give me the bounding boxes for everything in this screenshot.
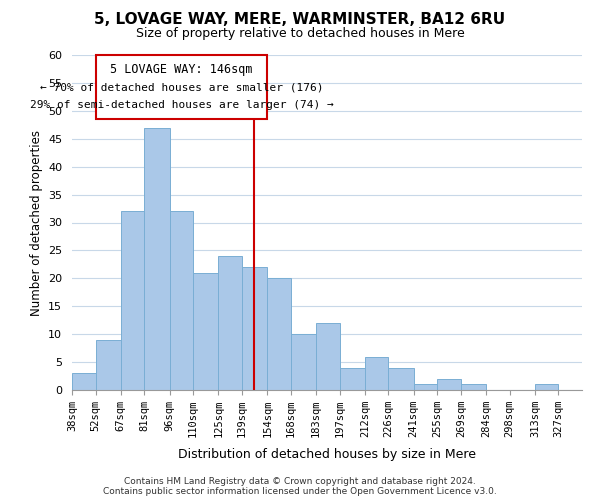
Bar [437,379,461,390]
Bar [340,368,365,390]
Bar [95,340,121,390]
Bar [267,278,291,390]
X-axis label: Distribution of detached houses by size in Mere: Distribution of detached houses by size … [178,448,476,462]
Bar [242,267,267,390]
Bar [388,368,413,390]
Y-axis label: Number of detached properties: Number of detached properties [29,130,43,316]
Bar [145,128,170,390]
Text: 29% of semi-detached houses are larger (74) →: 29% of semi-detached houses are larger (… [29,100,333,110]
Text: Contains HM Land Registry data © Crown copyright and database right 2024.
Contai: Contains HM Land Registry data © Crown c… [103,476,497,496]
Bar [218,256,242,390]
Text: Size of property relative to detached houses in Mere: Size of property relative to detached ho… [136,28,464,40]
Text: 5, LOVAGE WAY, MERE, WARMINSTER, BA12 6RU: 5, LOVAGE WAY, MERE, WARMINSTER, BA12 6R… [94,12,506,28]
Bar [121,212,145,390]
Bar [291,334,316,390]
Bar [461,384,486,390]
Text: ← 70% of detached houses are smaller (176): ← 70% of detached houses are smaller (17… [40,82,323,92]
FancyBboxPatch shape [95,55,267,119]
Bar [193,273,218,390]
Bar [413,384,437,390]
Bar [316,323,340,390]
Bar [535,384,559,390]
Bar [170,212,193,390]
Bar [365,356,388,390]
Text: 5 LOVAGE WAY: 146sqm: 5 LOVAGE WAY: 146sqm [110,62,253,76]
Bar [72,373,95,390]
